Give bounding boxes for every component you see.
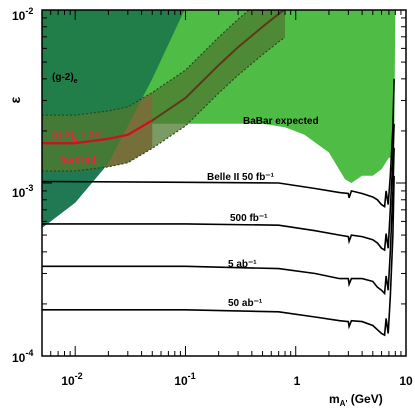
x-tick-label: 10 <box>399 374 413 388</box>
x-tick-label: 10-1 <box>174 371 195 388</box>
x-tick-label: 1 <box>294 374 301 388</box>
belle-50fb-label: Belle II 50 fb⁻¹ <box>207 172 275 183</box>
belle-50ab-label: 50 ab⁻¹ <box>228 298 263 309</box>
sensitivity-curve-2 <box>42 147 395 296</box>
g2-mu-band <box>42 10 285 171</box>
belle-5ab-label: 5 ab⁻¹ <box>228 259 257 270</box>
sensitivity-curve-3 <box>42 175 395 337</box>
axis-ticks <box>41 9 407 357</box>
g2-e-label: (g-2)e <box>52 72 78 85</box>
y-tick-label: 10-4 <box>12 348 33 365</box>
y-tick-labels: 10-2 10-3 10-4 <box>12 6 33 365</box>
belle-500fb-label: 500 fb⁻¹ <box>230 213 268 224</box>
sensitivity-curve-1 <box>42 123 395 252</box>
belle-sensitivity-curves <box>42 78 395 337</box>
y-tick-label: 10-3 <box>12 183 33 200</box>
x-axis-title: mA' (GeV) <box>329 392 383 408</box>
babar-expected-label: BaBar expected <box>243 116 319 127</box>
g2-mu-label: (g-2)μ ± 2σ <box>52 130 102 143</box>
x-tick-labels: 10-2 10-1 1 10 <box>61 371 413 388</box>
y-axis-title: ε <box>7 96 23 103</box>
y-tick-label: 10-2 <box>12 6 33 23</box>
x-tick-label: 10-2 <box>61 371 82 388</box>
favored-label: favored <box>60 155 96 166</box>
sensitivity-curve-0 <box>42 78 395 208</box>
g2-mu-favored-center-line <box>42 119 153 145</box>
